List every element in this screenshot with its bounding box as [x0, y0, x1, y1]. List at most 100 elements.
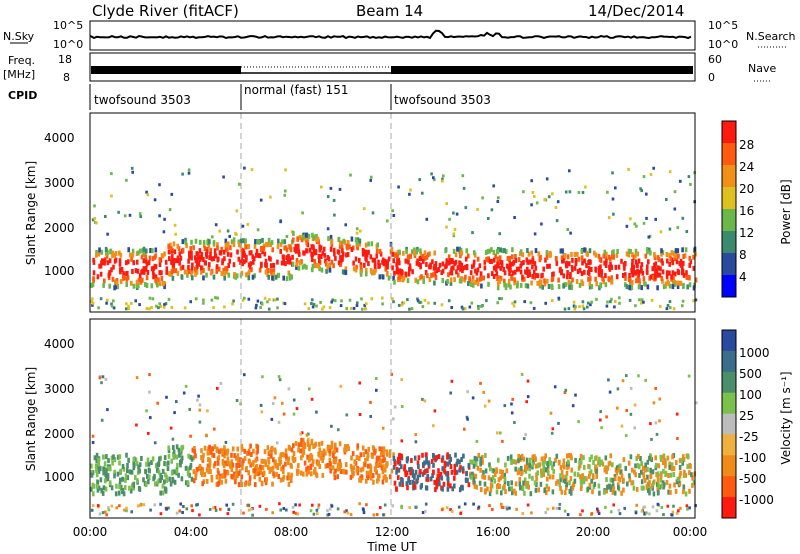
echo-cell — [145, 248, 148, 254]
echo-cell — [142, 250, 145, 256]
echo-cell — [426, 252, 430, 258]
echo-cell — [509, 261, 513, 267]
echo-cell — [344, 270, 348, 275]
echo-cell — [437, 468, 440, 474]
echo-cell — [540, 273, 543, 279]
echo-cell — [642, 300, 645, 304]
echo-cell — [440, 457, 444, 463]
echo-cell — [297, 463, 300, 469]
echo-cell — [282, 275, 285, 281]
echo-cell — [98, 465, 101, 471]
echo-cell — [563, 478, 567, 484]
echo-cell — [519, 263, 522, 269]
echo-cell — [569, 272, 572, 277]
echo-cell — [442, 174, 445, 178]
echo-cell — [297, 243, 300, 249]
echo-cell — [375, 253, 378, 259]
echo-cell — [447, 254, 451, 260]
echo-cell — [189, 300, 192, 304]
echo-cell — [316, 512, 319, 516]
echo-cell — [334, 442, 337, 448]
echo-cell — [461, 268, 464, 274]
echo-cell — [665, 274, 669, 280]
echo-cell — [92, 257, 95, 263]
echo-cell — [474, 279, 477, 285]
echo-cell — [197, 255, 200, 261]
echo-cell — [654, 274, 657, 280]
echo-cell — [602, 276, 605, 282]
echo-cell — [468, 305, 472, 309]
echo-cell — [223, 256, 226, 262]
echo-cell — [593, 481, 597, 487]
echo-cell — [310, 302, 313, 305]
echo-cell — [608, 483, 611, 489]
echo-cell — [148, 307, 151, 311]
echo-cell — [523, 490, 526, 496]
echo-cell — [139, 503, 143, 507]
echo-cell — [631, 252, 634, 258]
echo-cell — [230, 474, 233, 480]
echo-cell — [298, 251, 301, 257]
echo-cell — [556, 200, 560, 204]
echo-cell — [400, 476, 403, 482]
echo-cell — [178, 260, 181, 266]
echo-cell — [153, 198, 157, 202]
echo-cell — [590, 267, 593, 272]
echo-cell — [603, 249, 607, 255]
echo-cell — [393, 405, 397, 409]
echo-cell — [559, 485, 562, 491]
echo-cell — [524, 269, 527, 275]
echo-cell — [496, 200, 500, 203]
echo-cell — [574, 305, 577, 309]
echo-cell — [99, 271, 103, 277]
echo-cell — [385, 264, 389, 270]
echo-cell — [658, 272, 662, 278]
echo-cell — [303, 263, 306, 269]
echo-cell — [590, 284, 594, 289]
power-cb-tick-16: 16 — [739, 204, 754, 218]
echo-cell — [292, 451, 296, 457]
echo-cell — [169, 242, 172, 248]
echo-cell — [167, 460, 170, 466]
echo-cell — [620, 424, 624, 428]
echo-cell — [595, 297, 598, 301]
echo-cell — [369, 254, 373, 260]
echo-cell — [588, 284, 592, 290]
vel-cb-frame — [721, 329, 737, 519]
echo-cell — [568, 261, 571, 267]
echo-cell — [692, 265, 696, 271]
echo-cell — [616, 406, 619, 410]
echo-cell — [330, 239, 333, 245]
echo-cell — [503, 270, 507, 276]
echo-cell — [313, 263, 317, 268]
echo-cell — [559, 266, 562, 272]
vel-cb-swatch — [722, 392, 736, 415]
echo-cell — [550, 431, 554, 435]
echo-cell — [385, 477, 388, 483]
echo-cell — [648, 247, 651, 253]
echo-cell — [400, 303, 404, 307]
echo-cell — [267, 457, 270, 462]
echo-cell — [306, 465, 310, 471]
echo-cell — [278, 461, 282, 467]
echo-cell — [131, 170, 134, 174]
echo-cell — [377, 476, 380, 482]
echo-cell — [153, 473, 156, 479]
echo-cell — [262, 245, 266, 251]
echo-cell — [197, 394, 200, 398]
echo-cell — [217, 256, 220, 262]
echo-cell — [127, 259, 130, 265]
echo-cell — [149, 508, 152, 512]
echo-cell — [651, 505, 655, 509]
echo-cell — [431, 259, 434, 265]
echo-cell — [569, 454, 573, 460]
echo-cell — [139, 215, 142, 219]
echo-cell — [604, 455, 608, 461]
echo-cell — [355, 231, 359, 235]
echo-cell — [171, 267, 175, 273]
echo-cell — [222, 267, 225, 273]
echo-cell — [628, 273, 631, 278]
echo-cell — [494, 472, 497, 477]
echo-cell — [395, 264, 399, 270]
echo-cell — [457, 505, 461, 509]
